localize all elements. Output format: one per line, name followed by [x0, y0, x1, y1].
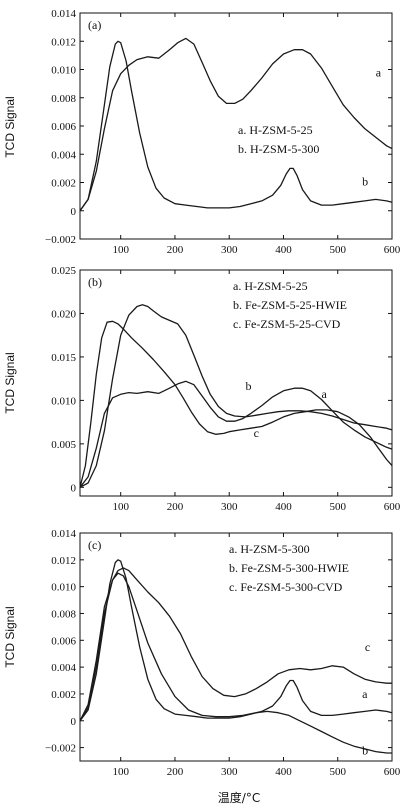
- x-tick-label: 400: [275, 766, 292, 778]
- panel-label: (c): [88, 538, 101, 552]
- panel-label: (b): [88, 275, 102, 289]
- x-tick-label: 100: [112, 766, 129, 778]
- y-tick-label: 0.008: [51, 93, 76, 105]
- x-tick-label: 200: [167, 501, 184, 513]
- legend-entry: c. Fe-ZSM-5-25-CVD: [233, 317, 341, 331]
- y-tick-label: 0.006: [51, 121, 76, 133]
- panel-2: 100 200 300 400 500 600 0.025 0.020 0.015 0.010 0.…: [51, 265, 401, 513]
- legend-entry: c. Fe-ZSM-5-300-CVD: [229, 580, 343, 594]
- plot-frame: [79, 532, 393, 762]
- series-label-a: a: [321, 387, 327, 401]
- series-label-a: a: [376, 66, 382, 80]
- x-tick-label: 500: [329, 244, 346, 256]
- series-line-b: [79, 572, 392, 754]
- y-tick-label: 0.008: [51, 608, 76, 620]
- x-tick-label: 500: [329, 766, 346, 778]
- y-tick-label: 0.004: [51, 662, 76, 674]
- series-label-b: b: [362, 174, 368, 188]
- x-tick-label: 500: [329, 501, 346, 513]
- x-tick-label: 200: [167, 244, 184, 256]
- y-tick-label: 0.010: [51, 582, 76, 594]
- y-axis-label-c: TCD Signal: [3, 606, 17, 667]
- y-tick-label: 0.014: [51, 528, 76, 540]
- y-tick-label: 0.020: [51, 308, 76, 320]
- x-tick-label: 100: [112, 501, 129, 513]
- panel-3: 100 200 300 400 500 600 0.014 0.012 0.010 0.008 0.…: [45, 528, 401, 778]
- x-axis-label: 温度/°C: [218, 790, 260, 805]
- y-tick-label: −0.002: [45, 234, 76, 246]
- y-tick-label: 0: [71, 206, 77, 218]
- x-tick-label: 600: [384, 501, 401, 513]
- y-tick-label: 0: [71, 482, 77, 494]
- series-line-a: [79, 559, 393, 722]
- legend-entry: b. Fe-ZSM-5-300-HWIE: [229, 561, 349, 575]
- series-line-b: [79, 40, 393, 212]
- y-tick-label: 0.004: [51, 149, 76, 161]
- y-tick-label: 0.002: [51, 689, 76, 701]
- y-tick-label: 0.005: [51, 439, 76, 451]
- series-label-b: b: [245, 379, 251, 393]
- series-line-a: [79, 37, 393, 212]
- legend-entry: a. H-ZSM-5-25: [238, 123, 313, 137]
- series-label-b: b: [362, 743, 368, 757]
- y-tick-label: −0.002: [45, 743, 76, 755]
- x-tick-label: 300: [221, 244, 238, 256]
- series-line-a: [79, 380, 393, 488]
- y-tick-label: 0.025: [51, 265, 76, 277]
- x-tick-label: 400: [275, 501, 292, 513]
- panel-label: (a): [88, 18, 101, 32]
- legend-entry: a. H-ZSM-5-25: [233, 279, 308, 293]
- y-axis-label-b: TCD Signal: [3, 352, 17, 413]
- legend-entry: a. H-ZSM-5-300: [229, 542, 310, 556]
- x-tick-label: 400: [275, 244, 292, 256]
- x-tick-label: 300: [221, 766, 238, 778]
- series-line-c: [79, 567, 392, 722]
- legend-entry: b. H-ZSM-5-300: [238, 142, 319, 156]
- y-tick-label: 0.002: [51, 178, 76, 190]
- series-label-c: c: [254, 426, 259, 440]
- y-tick-label: 0.015: [51, 352, 76, 364]
- x-tick-label: 100: [112, 244, 129, 256]
- y-tick-label: 0.010: [51, 65, 76, 77]
- legend-entry: b. Fe-ZSM-5-25-HWIE: [233, 298, 347, 312]
- x-tick-label: 300: [221, 501, 238, 513]
- y-tick-label: 0.014: [51, 8, 76, 20]
- y-tick-label: 0.006: [51, 635, 76, 647]
- y-tick-label: 0: [71, 716, 77, 728]
- series-label-a: a: [362, 687, 368, 701]
- panel-1: 100 200 300 400 500 600 0.014 0.012 0.010 0.008 0.…: [45, 8, 401, 256]
- y-tick-label: 0.012: [51, 555, 76, 567]
- plot-frame: [79, 12, 393, 240]
- x-tick-label: 600: [384, 766, 401, 778]
- plot-frame: [79, 269, 393, 497]
- y-tick-label: 0.012: [51, 36, 76, 48]
- series-label-c: c: [365, 640, 370, 654]
- panels: 100 200 300 400 500 600 0.014 0.012 0.010 0.008 0.…: [45, 8, 401, 778]
- series-line-c: [79, 320, 393, 488]
- y-axis-label-a: TCD Signal: [3, 96, 17, 157]
- y-tick-label: 0.010: [51, 395, 76, 407]
- x-tick-label: 600: [384, 244, 401, 256]
- series-line-b: [79, 304, 393, 488]
- x-tick-label: 200: [167, 766, 184, 778]
